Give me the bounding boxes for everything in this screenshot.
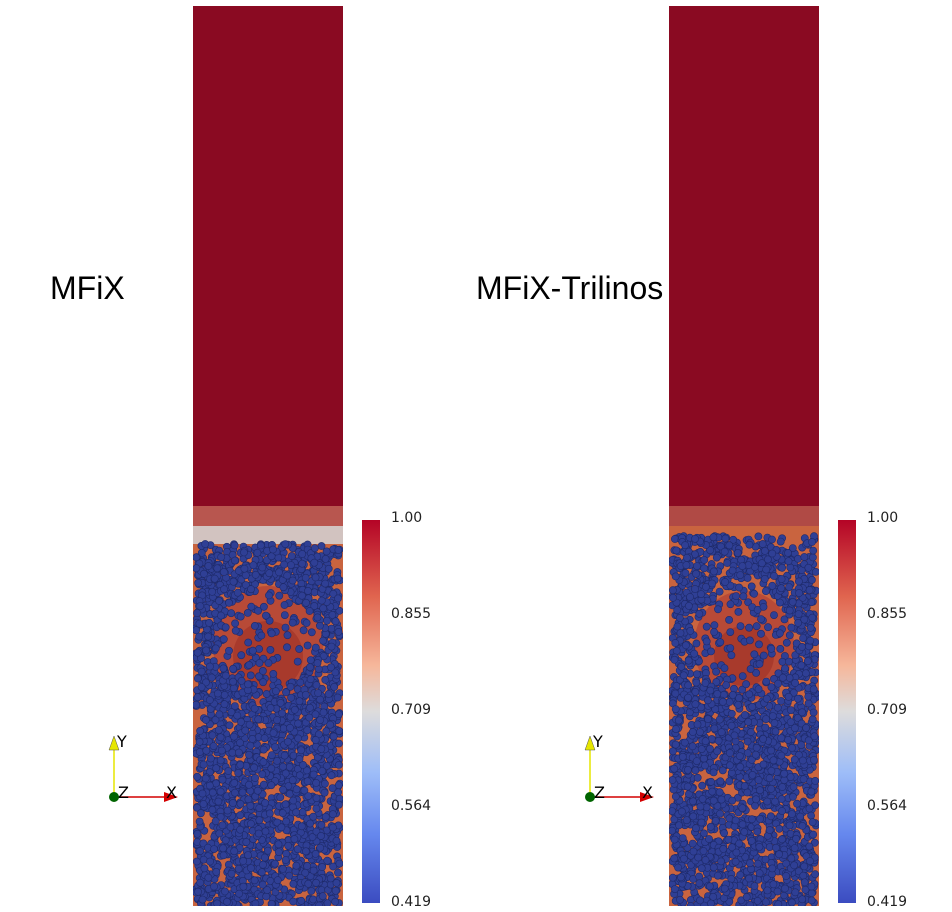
simulation-column <box>193 6 343 906</box>
panel-title: MFiX-Trilinos <box>476 270 664 306</box>
void-fraction-field <box>669 6 819 906</box>
simulation-column <box>669 6 819 906</box>
axis-label-z: Z <box>118 783 129 802</box>
axis-label-x: X <box>642 783 653 802</box>
particle-cloud <box>669 532 819 906</box>
colorbar-tick-4: 0.564 <box>867 798 908 814</box>
void-fraction-field <box>193 6 343 906</box>
panel-title: MFiX <box>50 270 125 306</box>
axis-label-y: Y <box>116 732 127 751</box>
colorbar-tick-3: 0.709 <box>867 702 908 718</box>
colorbar-tick-max: 1.00 <box>867 510 899 526</box>
panel-mfix-trilinos: MFiX-Trilinos 1.00 0.855 0.709 0.564 0.4… <box>476 0 952 912</box>
particle-cloud <box>193 540 343 906</box>
axis-label-z: Z <box>594 783 605 802</box>
colorbar-tick-2: 0.855 <box>867 606 908 622</box>
orientation-axes: Y Z X <box>584 732 654 802</box>
colorbar <box>362 520 380 903</box>
colorbar <box>838 520 856 903</box>
colorbar-tick-min: 0.419 <box>867 894 908 910</box>
colorbar-tick-max: 1.00 <box>391 510 423 526</box>
colorbar-tick-2: 0.855 <box>391 606 432 622</box>
orientation-axes: Y Z X <box>108 732 178 802</box>
axis-label-x: X <box>166 783 177 802</box>
panel-mfix: MFiX 1.00 0.855 0.709 0.564 0.419 Y Z X <box>50 6 432 910</box>
colorbar-tick-min: 0.419 <box>391 894 432 910</box>
colorbar-tick-3: 0.709 <box>391 702 432 718</box>
axis-label-y: Y <box>592 732 603 751</box>
colorbar-tick-4: 0.564 <box>391 798 432 814</box>
